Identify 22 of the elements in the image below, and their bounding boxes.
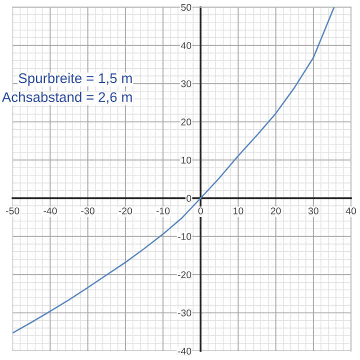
y-tick-label: 50 [181,4,192,11]
annotation: Achsabstand = 2,6 m [2,92,132,104]
x-tick-label: -20 [118,207,132,214]
y-tick-label: -30 [178,310,192,316]
annotation: Spurbreite = 1,5 m [18,72,132,86]
y-tick-label: -20 [178,271,192,278]
x-tick-label: 20 [270,207,281,214]
y-tick-label: 10 [182,156,192,164]
x-tick-label: 10 [234,207,244,214]
x-tick-label: -30 [81,207,94,214]
y-tick-label: 40 [180,42,192,50]
x-tick-label: -50 [6,207,20,214]
y-tick-label: 0 [186,194,192,202]
x-tick-label: 0 [198,207,203,214]
x-tick-label: -10 [156,207,170,214]
x-tick-label: 40 [346,207,356,214]
y-tick-label: 30 [181,80,192,88]
y-tick-label: -40 [178,348,192,355]
x-tick-label: 30 [308,207,318,214]
y-tick-label: 20 [181,118,192,126]
y-tick-label: -10 [178,233,192,240]
x-tick-label: -40 [44,207,57,214]
